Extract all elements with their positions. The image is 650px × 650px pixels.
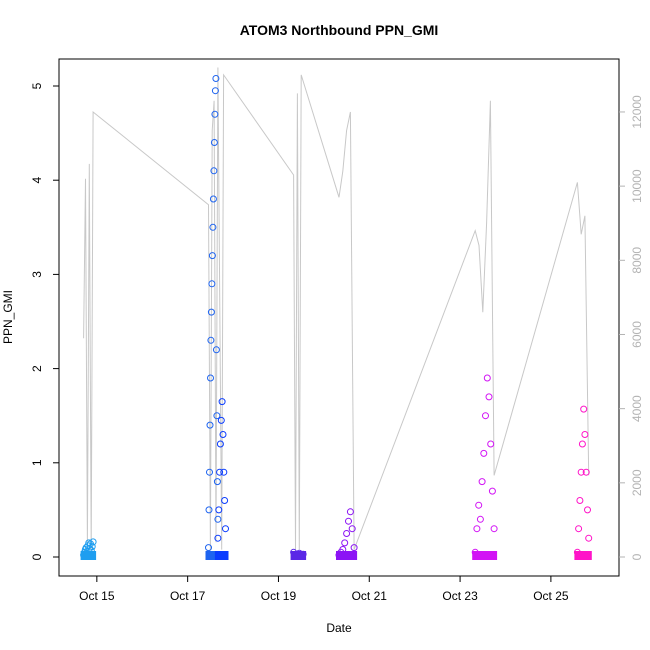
series-5-point [343, 530, 351, 537]
series-7-point [575, 525, 583, 533]
series-6-point [485, 393, 493, 401]
secondary-series-layer [83, 67, 590, 550]
series-2-point [213, 412, 221, 420]
y-tick-label: 0 [30, 553, 44, 560]
x-tick-label: Oct 23 [442, 589, 478, 603]
series-6-point [475, 501, 483, 509]
series-2-point [211, 87, 219, 95]
series-7-point [576, 497, 584, 504]
series-7-point [578, 440, 586, 448]
series-3-point [218, 398, 226, 406]
secondary-series-line [83, 67, 590, 550]
series-6-point [482, 412, 489, 420]
series-5-point [346, 508, 354, 516]
series-3-point [222, 525, 229, 533]
series-7-point [581, 431, 589, 438]
series-2-point [212, 346, 220, 354]
series-2-point [205, 544, 212, 552]
series-4-base-band [290, 551, 307, 560]
series-5-point [345, 517, 352, 525]
series-5-point [341, 539, 349, 547]
x-tick-label: Oct 17 [170, 589, 206, 603]
series-6-point [480, 449, 488, 457]
series-3-point [215, 506, 223, 514]
series-2-point [208, 280, 216, 288]
plot-frame [58, 58, 620, 577]
x-axis: Oct 15 Oct 17 Oct 19 Oct 21 Oct 23 Oct 25 [79, 576, 569, 603]
y2-tick-label: 2000 [630, 469, 644, 496]
series-6-point [487, 440, 495, 448]
series-2-point [213, 478, 221, 486]
series-7-point [577, 468, 585, 476]
series-5-point [350, 544, 358, 552]
series-6-point [488, 487, 496, 495]
series-6-base-band [472, 551, 498, 560]
series-3-point [216, 468, 224, 476]
series-3-point [214, 534, 222, 542]
series-2-point [214, 515, 222, 523]
series-2-base-band [205, 551, 221, 560]
y2-tick-label: 4000 [630, 395, 644, 422]
chart-title: ATOM3 Northbound PPN_GMI [240, 22, 439, 38]
series-1-base-band [80, 551, 97, 560]
series-2-point [209, 195, 217, 203]
x-tick-label: Oct 21 [352, 589, 388, 603]
series-3-point [219, 431, 227, 438]
series-6-point [473, 525, 481, 533]
series-3-point [221, 497, 229, 504]
series-2-point [205, 506, 213, 514]
series-5-point [348, 525, 356, 533]
y2-tick-label: 8000 [630, 247, 644, 274]
series-6-point [483, 374, 491, 382]
y-tick-label: 1 [30, 459, 44, 466]
series-7-point [584, 506, 591, 514]
series-2-point [211, 110, 219, 118]
series-2-point [210, 167, 218, 175]
series-6-point [490, 525, 498, 533]
series-2-point [212, 75, 220, 82]
series-3-point [217, 416, 225, 424]
y-tick-label: 2 [30, 365, 44, 372]
series-7-point [580, 405, 588, 413]
series-3-point [216, 440, 224, 448]
y-tick-label: 3 [30, 271, 44, 278]
series-5-base-band [336, 551, 358, 560]
y2-tick-label: 10000 [630, 169, 644, 203]
x-tick-label: Oct 15 [79, 589, 115, 603]
series-2-point [207, 336, 215, 344]
series-3-base-band [214, 551, 229, 560]
series-7-base-band [574, 551, 592, 560]
y-tick-label: 5 [30, 82, 44, 89]
series-1-point [88, 543, 96, 551]
series-2-point [207, 308, 215, 316]
series-2-point [207, 374, 214, 382]
x-axis-label: Date [326, 621, 352, 635]
plot-box-layer [58, 58, 620, 577]
series-2-point [206, 421, 214, 429]
y-axis-label: PPN_GMI [1, 290, 15, 344]
series-6-point [476, 515, 484, 523]
y2-tick-label: 0 [630, 553, 644, 560]
x-tick-label: Oct 25 [533, 589, 569, 603]
x-tick-label: Oct 19 [261, 589, 297, 603]
series-2-point [210, 139, 218, 146]
y-axis-right: 0 2000 4000 6000 8000 10000 12000 [619, 95, 644, 560]
y-tick-label: 4 [30, 177, 44, 184]
series-6-point [478, 478, 486, 486]
series-3-point [220, 468, 228, 476]
points-layer [80, 75, 593, 560]
series-2-point [209, 223, 217, 231]
series-2-point [206, 468, 213, 476]
y2-tick-label: 6000 [630, 321, 644, 348]
series-1-point [89, 538, 97, 546]
y2-tick-label: 12000 [630, 95, 644, 129]
series-7-point [585, 534, 593, 542]
series-7-point [582, 468, 590, 476]
series-2-point [208, 252, 216, 260]
y-axis-left: 0 1 2 3 4 5 [30, 82, 59, 560]
